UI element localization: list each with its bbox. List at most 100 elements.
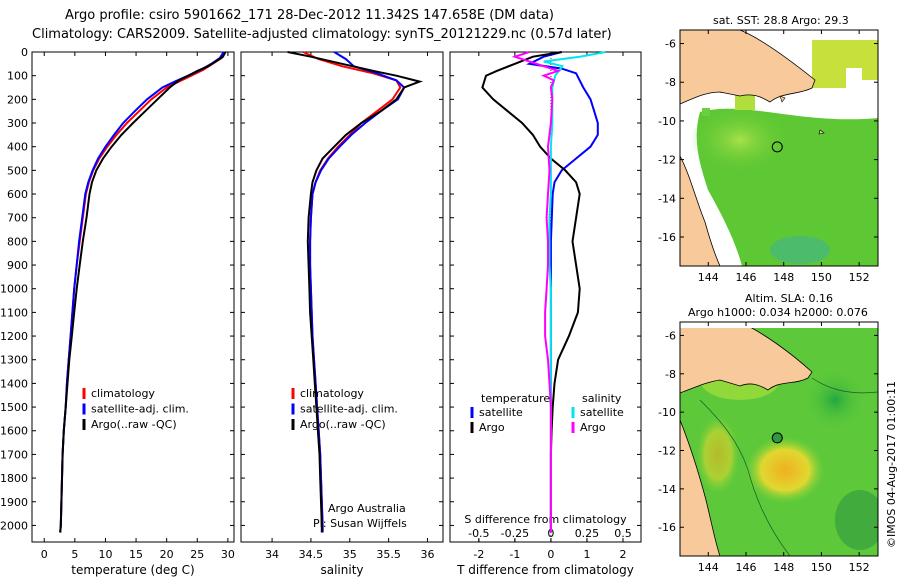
depth-tick-label: 300 [7,117,28,130]
sal-diff-tick-label: 0.25 [575,527,600,540]
depth-tick-label: 900 [7,259,28,272]
depth-tick-label: 2000 [0,519,28,532]
map-lat-label: -16 [658,521,676,534]
map-lat-label: -12 [658,154,676,167]
difference-xtick-label: 2 [619,548,626,561]
map-lat-label: -10 [658,115,676,128]
sla-australia-land [680,419,721,556]
salinity-legend-label: climatology [300,387,364,400]
temperature-legend-label: satellite-adj. clim. [91,403,189,416]
map-lon-label: 150 [811,561,832,574]
depth-tick-label: 700 [7,212,28,225]
map-lat-label: -8 [665,368,676,381]
temperature-xtick-label: 25 [190,548,204,561]
legend-salinity-title: salinity [582,392,622,405]
temperature-axis-label: temperature (deg C) [71,563,194,577]
sla-map-title-2: Argo h1000: 0.034 h2000: 0.076 [688,306,868,319]
depth-tick-label: 1800 [0,472,28,485]
depth-tick-label: 1100 [0,306,28,319]
depth-tick-label: 1500 [0,401,28,414]
temperature-frame [31,51,235,543]
temperature-legend-label: Argo(..raw -QC) [91,418,177,431]
series-line-s-argo [511,51,562,533]
map-lat-label: -8 [665,76,676,89]
depth-tick-label: 600 [7,188,28,201]
imos-credit: ©IMOS 04-Aug-2017 01:00:11 [885,381,898,548]
map-lon-label: 150 [811,271,832,284]
sst-map: sat. SST: 28.8 Argo: 29.3 144 146 148 150 15… [658,14,879,284]
sal-diff-tick-label: 0 [547,527,554,540]
salinity-xtick-label: 34 [265,548,279,561]
map-lon-label: 146 [736,271,757,284]
salinity-legend-label: satellite-adj. clim. [300,403,398,416]
temperature-xtick-label: 0 [41,548,48,561]
salinity-frame [240,51,444,543]
sst-png-land [680,30,816,105]
sla-map-frame [679,321,879,557]
legend-temperature-title: temperature [481,392,550,405]
temperature-xtick-label: 30 [221,548,235,561]
sst-australia-land [680,155,721,266]
map-lat-label: -12 [658,445,676,458]
sla-map: Altim. SLA: 0.16 Argo h1000: 0.034 h2000… [658,292,879,574]
sal-diff-tick-label: -0.25 [501,527,529,540]
sla-png-land [680,322,813,394]
depth-tick-label: 1300 [0,354,28,367]
sal-diff-axis-label: S difference from climatology [464,513,627,526]
map-lon-label: 146 [736,561,757,574]
sst-north-patches [812,40,878,88]
difference-axis-label: T difference from climatology [456,563,634,577]
temperature-xtick-label: 20 [160,548,174,561]
sla-float-marker [771,432,783,444]
temperature-legend-label: climatology [91,387,155,400]
depth-tick-label: 500 [7,164,28,177]
sal-diff-tick-label: 0.5 [614,527,632,540]
salinity-xtick-label: 36 [420,548,434,561]
depth-tick-label: 800 [7,235,28,248]
temperature-plot: 0100200300400500600700800900100011001200… [0,46,235,577]
depth-tick-label: 400 [7,141,28,154]
depth-tick-label: 1400 [0,377,28,390]
depth-tick-label: 100 [7,70,28,83]
legend-salinity-label: Argo [580,421,606,434]
salinity-xtick-label: 35.5 [376,548,401,561]
sst-float-marker [771,141,783,153]
sst-map-frame [679,29,879,267]
difference-plot: -2 -1 0 1 2 -0.5 -0.25 0 0.25 0.5S difference fro… [449,51,642,577]
depth-tick-label: 1700 [0,448,28,461]
depth-tick-label: 1600 [0,425,28,438]
legend-temperature-label: Argo [479,421,505,434]
salinity-xtick-label: 35 [343,548,357,561]
temperature-xtick-label: 5 [71,548,78,561]
map-lon-label: 148 [773,561,794,574]
depth-tick-label: 0 [21,46,28,59]
legend-temperature-label: satellite [479,406,523,419]
series-line-argo-raw-qc- [59,51,227,533]
sal-diff-tick-label: -0.5 [468,527,489,540]
map-lon-label: 152 [849,271,870,284]
map-lon-label: 144 [698,271,719,284]
map-lat-label: -14 [658,192,676,205]
depth-tick-label: 1200 [0,330,28,343]
salinity-axis-label: salinity [320,563,363,577]
sst-map-title: sat. SST: 28.8 Argo: 29.3 [713,14,849,27]
salinity-plot: 34 34.5 35 35.5 36 salinity climatology satelli… [240,51,444,577]
difference-xtick-label: 0 [547,548,554,561]
temperature-xtick-label: 10 [98,548,112,561]
map-lon-label: 144 [698,561,719,574]
title-line2: Climatology: CARS2009. Satellite-adjuste… [32,27,612,42]
map-lat-label: -6 [665,329,676,342]
temperature-xtick-label: 15 [129,548,143,561]
annotation-institution: Argo Australia [328,502,406,515]
series-line-argo-raw-qc- [287,51,424,533]
map-lon-label: 148 [773,271,794,284]
map-lon-label: 152 [849,561,870,574]
legend-salinity-label: satellite [580,406,624,419]
title-line1: Argo profile: csiro 5901662_171 28-Dec-2… [65,8,554,23]
salinity-xtick-label: 34.5 [299,548,324,561]
sla-map-title-1: Altim. SLA: 0.16 [745,292,833,305]
depth-tick-label: 1900 [0,496,28,509]
salinity-legend-label: Argo(..raw -QC) [300,418,386,431]
depth-tick-label: 1000 [0,283,28,296]
